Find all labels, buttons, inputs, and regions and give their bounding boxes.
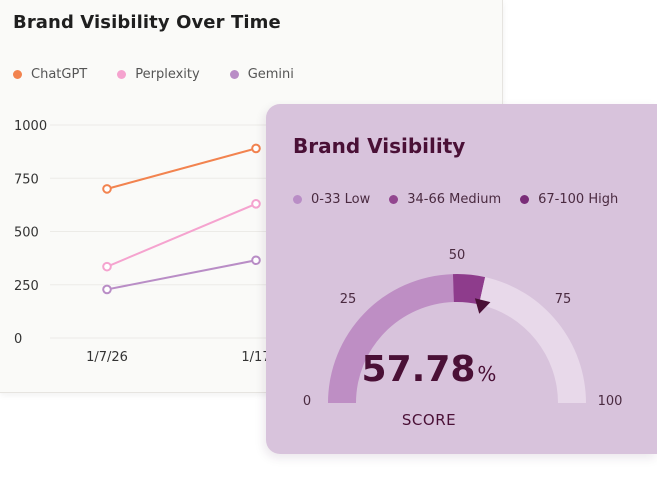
legend-dot-chatgpt [13,70,22,79]
legend-item-perplexity[interactable]: Perplexity [117,67,200,82]
score-unit: % [477,362,497,386]
gauge-tick-label: 0 [303,394,311,409]
chart-legend: ChatGPT Perplexity Gemini [13,67,294,82]
legend-label-gemini: Gemini [247,67,294,82]
series-line-chatgpt [106,147,257,190]
gauge-tick-label: 50 [449,248,466,263]
gauge-legend-label-low: 0-33 Low [311,192,371,207]
legend-label-perplexity: Perplexity [135,67,200,82]
score-number: 57.78 [361,349,476,390]
gauge-band-low [328,274,454,403]
gauge-legend-high: 67-100 High [520,192,618,207]
gauge-legend-label-medium: 34-66 Medium [407,192,502,207]
gauge-legend-low: 0-33 Low [293,192,370,207]
y-tick-label: 250 [14,279,39,294]
x-tick-label: 1/7/26 [86,350,128,365]
gauge-band-high [479,277,586,403]
gauge-title: Brand Visibility [293,134,466,158]
gauge-legend-dot-medium [389,195,399,204]
legend-item-gemini[interactable]: Gemini [229,67,294,82]
legend-dot-gemini [229,70,239,79]
y-tick-label: 1000 [14,119,47,134]
series-line-gemini [106,259,257,291]
gauge-legend-dot-low [293,195,302,204]
y-tick-label: 500 [14,226,39,241]
y-tick-label: 0 [14,332,22,347]
gauge-tick-label: 75 [555,292,572,307]
gauge-band-medium [452,274,486,305]
gauge-legend-medium: 34-66 Medium [389,192,501,207]
gauge-dial: 0 25 50 75 100 [303,248,623,409]
y-tick-label: 750 [14,172,39,187]
data-point-perplexity[interactable] [102,261,112,272]
gauge-tick-label: 25 [340,292,357,307]
series-line-perplexity [106,202,257,268]
legend-dot-perplexity [117,70,127,79]
data-point-chatgpt[interactable] [102,184,112,194]
data-point-gemini[interactable] [102,284,112,295]
gauge-legend: 0-33 Low 34-66 Medium 67-100 High [293,192,618,207]
legend-item-chatgpt[interactable]: ChatGPT [13,67,87,82]
data-point-chatgpt[interactable] [251,143,261,154]
gauge-legend-dot-high [520,195,530,204]
score-value: 57.78% [266,349,592,390]
x-tick-label: 1/17 [241,350,270,365]
data-point-perplexity[interactable] [251,199,261,209]
chart-title: Brand Visibility Over Time [13,12,281,33]
brand-visibility-gauge-card: Brand Visibility 0-33 Low 34-66 Medium 6… [266,104,657,454]
gauge-legend-label-high: 67-100 High [538,192,619,207]
gauge-tick-label: 100 [598,394,623,409]
gauge-needle [474,298,491,314]
data-point-gemini[interactable] [251,255,261,266]
score-label: SCORE [401,411,457,429]
legend-label-chatgpt: ChatGPT [31,67,88,82]
